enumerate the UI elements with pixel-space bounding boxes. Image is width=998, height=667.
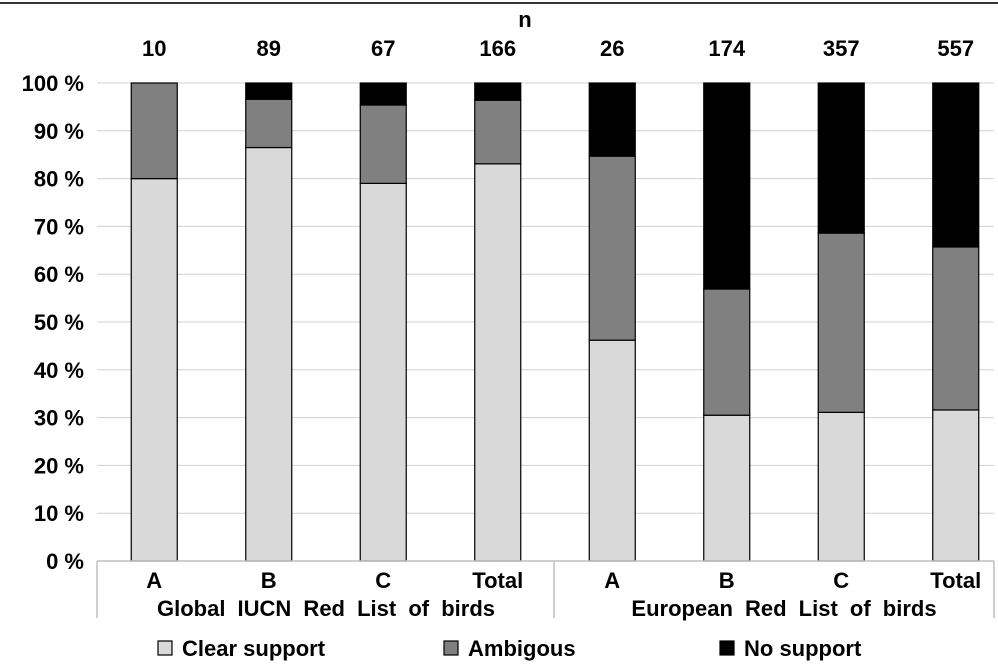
legend-swatch [443, 640, 459, 656]
bar-segment-clear-support [474, 163, 522, 562]
legend-label: No support [744, 636, 862, 661]
y-tick-label: 60 % [34, 262, 84, 287]
bar-segment-clear-support [817, 411, 865, 562]
bar-segment-ambigous [474, 99, 522, 165]
legend-swatch [719, 640, 735, 656]
bar-segment-ambigous [130, 82, 178, 180]
bar-segment-clear-support [932, 409, 980, 562]
bar-segment-ambigous [359, 104, 407, 184]
bar-segment-no-support [932, 82, 980, 248]
bar-segment-no-support [817, 82, 865, 234]
bar-segment-ambigous [588, 155, 636, 341]
bar-segment-no-support [474, 82, 522, 101]
n-value-label: 357 [823, 36, 860, 61]
x-tick-label: Total [930, 568, 981, 593]
y-tick-label: 10 % [34, 501, 84, 526]
x-tick-label: Total [472, 568, 523, 593]
y-tick-label: 20 % [34, 453, 84, 478]
legend-label: Clear support [182, 636, 326, 661]
bar-segment-ambigous [703, 288, 751, 416]
n-value-label: 166 [479, 36, 516, 61]
bar-segment-ambigous [245, 98, 293, 149]
bar-segment-clear-support [245, 146, 293, 562]
x-tick-label: C [833, 568, 849, 593]
n-header: n [518, 7, 531, 32]
group-label: Global IUCN Red List of birds [157, 596, 495, 621]
y-tick-label: 90 % [34, 119, 84, 144]
x-tick-label: A [604, 568, 620, 593]
x-tick-label: B [261, 568, 277, 593]
n-value-label: 174 [708, 36, 745, 61]
x-tick-label: B [719, 568, 735, 593]
x-tick-label: A [146, 568, 162, 593]
y-tick-label: 80 % [34, 167, 84, 192]
bar-segment-clear-support [130, 178, 178, 562]
group-label: European Red List of birds [631, 596, 936, 621]
n-value-label: 89 [257, 36, 281, 61]
bar-segment-no-support [703, 82, 751, 290]
legend: Clear support Ambigous No support [157, 636, 862, 661]
bar-segment-no-support [245, 82, 293, 100]
y-tick-label: 0 % [46, 549, 84, 574]
y-tick-label: 50 % [34, 310, 84, 335]
axis-layer [96, 560, 995, 618]
bars-layer [130, 82, 980, 562]
legend-swatch [157, 640, 173, 656]
bar-segment-clear-support [359, 182, 407, 562]
bar-segment-ambigous [932, 246, 980, 411]
bar-segment-no-support [359, 82, 407, 106]
n-value-label: 557 [937, 36, 974, 61]
y-tick-label: 100 % [22, 71, 84, 96]
labels-layer: 0 % 10 % 20 % 30 % 40 % 50 % 60 % 70 % 80 % 90 % 1… [22, 7, 982, 621]
legend-label: Ambigous [468, 636, 576, 661]
x-tick-label: C [375, 568, 391, 593]
bar-segment-ambigous [817, 232, 865, 413]
y-tick-label: 70 % [34, 214, 84, 239]
y-tick-label: 40 % [34, 358, 84, 383]
y-tick-label: 30 % [34, 406, 84, 431]
n-value-label: 26 [600, 36, 624, 61]
bar-segment-no-support [588, 82, 636, 157]
bar-segment-clear-support [703, 414, 751, 562]
bar-segment-clear-support [588, 339, 636, 562]
n-value-label: 10 [142, 36, 166, 61]
n-value-label: 67 [371, 36, 395, 61]
